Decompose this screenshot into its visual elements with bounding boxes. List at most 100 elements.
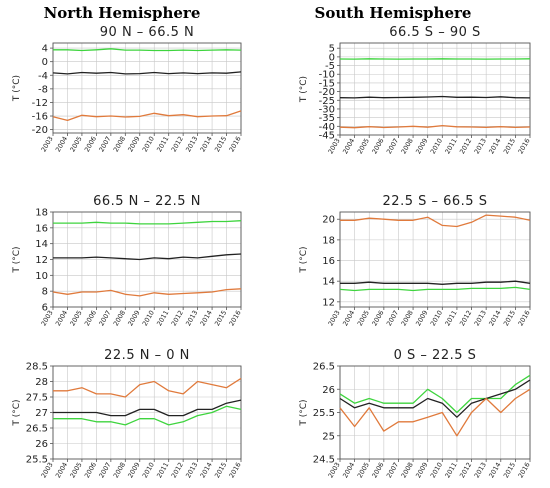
y-tick-label: 28.5 [26,362,48,373]
y-tick-label: 18 [322,235,335,246]
x-tick-label: 2007 [385,461,400,479]
y-tick-label: 25.5 [26,455,48,466]
x-tick-label: 2016 [517,137,532,155]
series-line-black [53,253,242,261]
x-tick-label: 2010 [429,309,444,327]
plot-frame [52,42,242,134]
x-tick-label: 2009 [414,461,429,479]
series-line-green [53,220,242,225]
x-tick-label: 2014 [487,137,502,155]
x-tick-label: 2016 [517,461,532,479]
y-tick-label: 14 [35,239,48,250]
y-tick-label: 26.5 [313,362,335,373]
y-tick-label: 4 [42,44,48,55]
series-line-orange [340,214,531,228]
panel-title: 0 S – 22.5 S [394,348,477,363]
x-tick-label: 2005 [68,461,83,479]
x-tick-label: 2011 [443,309,458,327]
x-tick-label: 2009 [126,309,141,327]
x-tick-label: 2005 [356,461,371,479]
y-tick-label: 26 [35,439,48,450]
x-tick-label: 2005 [356,309,371,327]
y-tick-label: 20 [322,215,335,226]
x-tick-label: 2007 [97,309,112,327]
y-tick-label: -15 [319,78,335,89]
x-tick-label: 2013 [473,137,488,155]
x-tick-label: 2003 [40,135,55,153]
panel-title: 90 N – 66.5 N [100,25,194,40]
x-tick-label: 2013 [473,309,488,327]
x-tick-label: 2006 [83,309,98,327]
panel-title: 66.5 S – 90 S [389,25,481,40]
x-tick-label: 2008 [400,461,415,479]
x-tick-label: 2014 [199,135,214,153]
x-tick-label: 2010 [141,461,156,479]
x-tick-label: 2016 [228,309,243,327]
series-line-orange [53,377,242,398]
x-tick-label: 2012 [458,309,473,327]
y-tick-label: 18 [35,208,48,219]
x-tick-label: 2011 [155,309,170,327]
y-tick-label: 16 [35,223,48,234]
x-tick-label: 2004 [341,309,356,327]
x-tick-label: 2009 [414,137,429,155]
x-tick-label: 2006 [83,135,98,153]
y-tick-label: -8 [38,84,48,95]
y-tick-label: 12 [35,255,48,266]
series-line-black [339,95,531,99]
y-axis-label: T (°C) [299,399,309,426]
y-tick-label: 26 [322,385,335,396]
y-tick-label: 14 [322,277,335,288]
plot-frame [339,42,531,136]
x-tick-label: 2008 [112,135,127,153]
series-line-orange [339,124,531,129]
y-tick-label: -12 [32,98,48,109]
series-line-orange [52,288,242,297]
y-axis-label: T (°C) [299,246,309,273]
panel-title: 22.5 N – 0 N [104,348,190,363]
plot-frame [339,211,531,308]
y-tick-label: 0 [329,52,335,63]
y-tick-label: 25.5 [313,408,335,419]
y-tick-label: 5 [329,44,335,55]
y-tick-label: -45 [319,131,335,142]
x-tick-label: 2008 [400,309,415,327]
y-tick-label: -25 [319,96,335,107]
x-tick-label: 2006 [370,137,385,155]
y-axis-label: T (°C) [12,399,22,426]
x-tick-label: 2015 [502,309,517,327]
x-tick-label: 2012 [458,137,473,155]
y-tick-label: 24.5 [313,455,335,466]
series-line-black [339,379,531,418]
y-tick-label: 27 [35,408,48,419]
series-line-black [340,280,531,285]
south-hemisphere-header: South Hemisphere [315,4,472,22]
x-tick-label: 2015 [213,135,228,153]
y-tick-label: -20 [319,87,335,98]
series-line-black [52,71,242,75]
x-tick-label: 2011 [155,461,170,479]
x-tick-label: 2007 [385,137,400,155]
x-tick-label: 2012 [458,461,473,479]
y-tick-label: 26.5 [26,424,48,435]
y-tick-label: -10 [319,70,335,81]
x-tick-label: 2010 [429,461,444,479]
x-tick-label: 2016 [517,309,532,327]
x-tick-label: 2007 [97,135,112,153]
y-tick-label: -4 [38,71,48,82]
x-tick-label: 2009 [126,461,141,479]
y-tick-label: -5 [325,61,335,72]
y-tick-label: -30 [319,104,335,115]
series-line-green [339,374,531,414]
series-line-black [53,399,242,417]
y-axis-label: T (°C) [299,76,309,103]
x-tick-label: 2004 [341,137,356,155]
series-line-orange [52,110,242,122]
x-tick-label: 2016 [228,135,243,153]
chart-panel-2: 66.5 S – 90 S T (°C) 50-5-10-15-20-25-30-3… [299,25,532,155]
